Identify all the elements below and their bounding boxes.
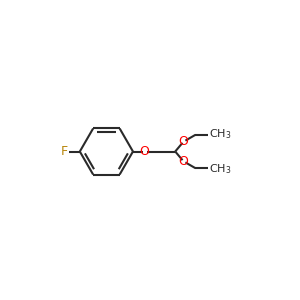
Text: O: O bbox=[178, 155, 188, 168]
Text: F: F bbox=[61, 145, 68, 158]
Text: O: O bbox=[178, 135, 188, 148]
Text: O: O bbox=[140, 145, 149, 158]
Text: CH$_3$: CH$_3$ bbox=[209, 162, 231, 176]
Text: CH$_3$: CH$_3$ bbox=[209, 127, 231, 141]
